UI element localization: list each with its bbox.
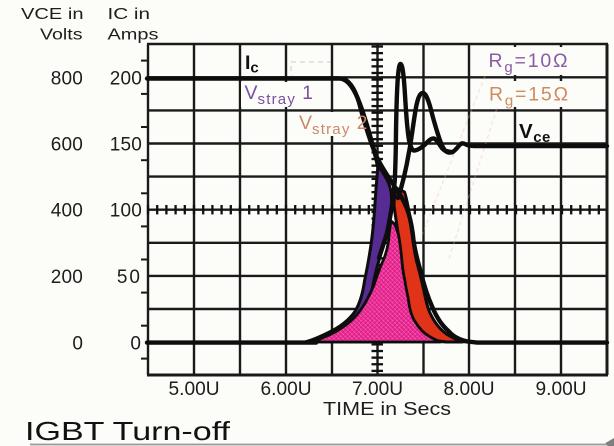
svg-text:VCE in: VCE in bbox=[21, 6, 84, 23]
svg-text:600: 600 bbox=[51, 135, 83, 156]
svg-text:200: 200 bbox=[110, 69, 142, 90]
svg-text:0: 0 bbox=[72, 334, 83, 355]
svg-text:TIME in Secs: TIME in Secs bbox=[323, 398, 451, 419]
svg-text:Volts: Volts bbox=[40, 27, 83, 44]
svg-text:8.00U: 8.00U bbox=[444, 379, 495, 400]
svg-text:800: 800 bbox=[51, 69, 83, 90]
svg-text:Rg=15Ω: Rg=15Ω bbox=[489, 84, 570, 110]
svg-text:7.00U: 7.00U bbox=[352, 379, 403, 400]
svg-text:Amps: Amps bbox=[108, 27, 159, 44]
svg-text:200: 200 bbox=[51, 267, 83, 288]
svg-text:5.00U: 5.00U bbox=[169, 379, 220, 400]
svg-text:50: 50 bbox=[117, 267, 142, 288]
svg-text:6.00U: 6.00U bbox=[261, 379, 312, 400]
svg-text:IGBT Turn-off: IGBT Turn-off bbox=[25, 416, 231, 446]
svg-text:400: 400 bbox=[51, 201, 83, 222]
svg-text:150: 150 bbox=[110, 135, 142, 156]
svg-text:Rg=10Ω: Rg=10Ω bbox=[489, 50, 570, 76]
svg-text:IC in: IC in bbox=[108, 6, 151, 23]
svg-text:0: 0 bbox=[130, 334, 141, 355]
svg-text:100: 100 bbox=[110, 201, 142, 222]
svg-text:9.00U: 9.00U bbox=[536, 379, 587, 400]
